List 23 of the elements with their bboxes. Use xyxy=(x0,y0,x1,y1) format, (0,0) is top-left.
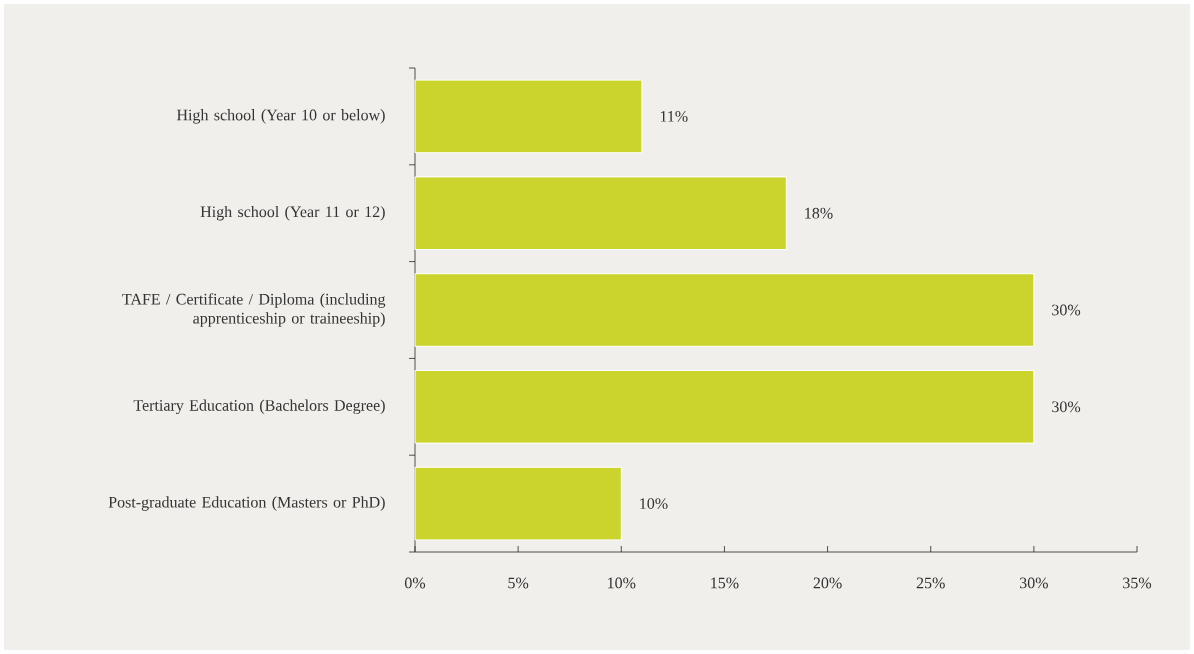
x-tick-label: 5% xyxy=(508,577,529,589)
x-tick-label: 10% xyxy=(608,577,636,589)
x-tick-label: 20% xyxy=(813,577,842,589)
x-tick-label: 30% xyxy=(1019,577,1048,589)
data-label: 18% xyxy=(805,207,833,219)
y-tick-label: Post-graduate Education (Masters or PhD) xyxy=(108,496,385,511)
data-label: 10% xyxy=(640,498,668,510)
y-tick-label: TAFE / Certificate / Diploma (including apprenticeship or traineeship) xyxy=(122,293,386,327)
bar xyxy=(414,370,1035,444)
bar xyxy=(414,176,787,250)
x-tick-label: 35% xyxy=(1123,577,1152,589)
data-label: 30% xyxy=(1052,304,1081,316)
x-tick-label: 15% xyxy=(711,577,739,589)
y-tick-label: Tertiary Education (Bachelors Degree) xyxy=(133,399,385,415)
x-tick-label: 0% xyxy=(404,577,426,589)
bar xyxy=(414,466,622,541)
data-label: 30% xyxy=(1052,401,1081,413)
y-tick-label: High school (Year 10 or below) xyxy=(176,109,385,124)
y-tick-label: High school (Year 11 or 12) xyxy=(200,205,385,221)
x-tick-label: 25% xyxy=(916,577,945,589)
bar xyxy=(414,79,643,154)
data-label: 11% xyxy=(660,110,688,122)
bar xyxy=(414,273,1035,347)
